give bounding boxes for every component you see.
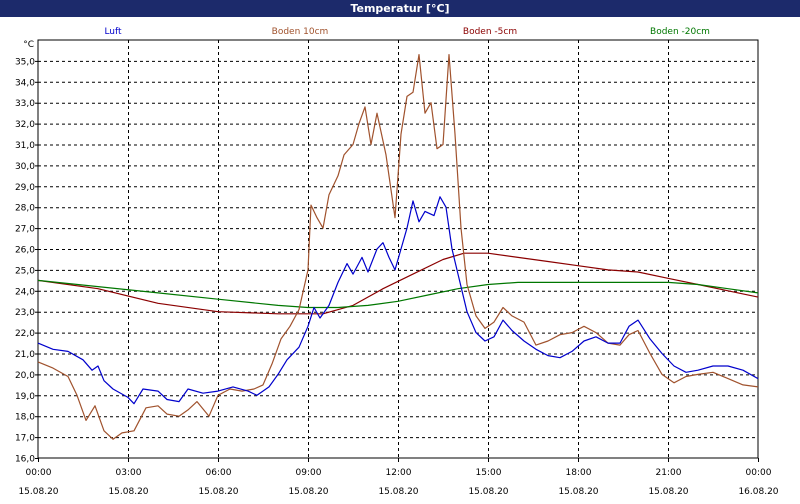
x-tick-time-label: 00:00	[26, 468, 52, 478]
x-tick-time-label: 15:00	[476, 468, 502, 478]
x-tick-date-label: 15.08.20	[18, 487, 58, 497]
y-tick-label: 20,0	[15, 371, 35, 381]
y-tick-label: 21,0	[15, 350, 35, 360]
y-tick-label: 18,0	[15, 413, 35, 423]
x-tick-date-label: 15.08.20	[648, 487, 688, 497]
x-tick-date-label: 15.08.20	[288, 487, 328, 497]
y-axis-unit: °C	[23, 40, 34, 50]
x-tick-date-label: 15.08.20	[108, 487, 148, 497]
y-tick-label: 23,0	[15, 308, 35, 318]
y-tick-label: 17,0	[15, 434, 35, 444]
x-tick-time-label: 09:00	[296, 468, 322, 478]
window-title: Temperatur [°C]	[0, 0, 800, 17]
y-tick-label: 19,0	[15, 392, 35, 402]
y-tick-label: 27,0	[15, 225, 35, 235]
y-tick-label: 26,0	[15, 246, 35, 256]
y-tick-label: 32,0	[15, 120, 35, 130]
x-tick-time-label: 06:00	[206, 468, 232, 478]
y-tick-label: 28,0	[15, 204, 35, 214]
y-tick-label: 25,0	[15, 266, 35, 276]
legend-entry: Boden 10cm	[272, 27, 329, 37]
x-tick-time-label: 00:00	[746, 468, 772, 478]
x-tick-time-label: 12:00	[386, 468, 412, 478]
x-tick-date-label: 15.08.20	[558, 487, 598, 497]
x-tick-date-label: 15.08.20	[468, 487, 508, 497]
y-tick-label: 35,0	[15, 57, 35, 67]
series-line-boden-20cm	[37, 279, 759, 309]
legend-entry: Boden -5cm	[463, 27, 517, 37]
y-tick-label: 16,0	[15, 455, 35, 465]
legend-entry: Boden -20cm	[650, 27, 710, 37]
x-tick-date-label: 15.08.20	[378, 487, 418, 497]
y-tick-label: 24,0	[15, 287, 35, 297]
series-line-luft	[37, 196, 759, 405]
series-line-boden-10cm	[37, 54, 759, 440]
legend-entry: Luft	[104, 27, 122, 37]
y-tick-label: 29,0	[15, 183, 35, 193]
temperature-chart: 16,0 17,0 18,0 19,0 20,0 21,0 22,0 23,0 24,0 25,0…	[0, 17, 800, 500]
y-tick-label: 31,0	[15, 141, 35, 151]
y-tick-label: 34,0	[15, 78, 35, 88]
x-tick-time-label: 18:00	[566, 468, 592, 478]
y-tick-label: 30,0	[15, 162, 35, 172]
y-tick-label: 22,0	[15, 329, 35, 339]
x-tick-date-label: 15.08.20	[198, 487, 238, 497]
chart-svg: 16,0 17,0 18,0 19,0 20,0 21,0 22,0 23,0 24,0 25,0…	[15, 27, 779, 497]
x-tick-time-label: 03:00	[116, 468, 142, 478]
x-tick-date-label: 16.08.20	[738, 487, 778, 497]
x-tick-time-label: 21:00	[656, 468, 682, 478]
y-tick-label: 33,0	[15, 99, 35, 109]
